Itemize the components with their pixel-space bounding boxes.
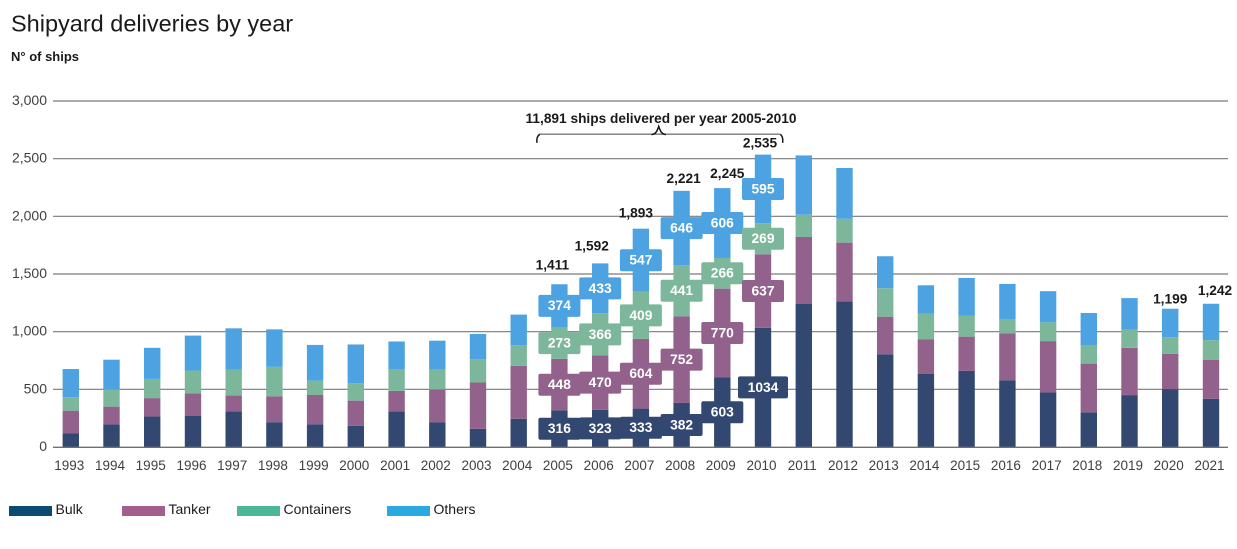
svg-text:1,242: 1,242: [1198, 283, 1233, 298]
svg-text:2021: 2021: [1194, 458, 1224, 473]
svg-text:2015: 2015: [950, 458, 980, 473]
svg-text:2010: 2010: [746, 458, 776, 473]
svg-text:606: 606: [711, 215, 734, 230]
svg-text:374: 374: [548, 298, 571, 313]
svg-text:1,592: 1,592: [575, 238, 610, 253]
svg-text:1998: 1998: [258, 458, 288, 473]
svg-text:316: 316: [548, 421, 571, 436]
svg-text:382: 382: [670, 417, 693, 432]
svg-text:366: 366: [589, 327, 612, 342]
svg-text:1,893: 1,893: [619, 206, 654, 221]
svg-text:2,000: 2,000: [12, 207, 47, 223]
svg-text:2002: 2002: [421, 458, 451, 473]
svg-text:2,221: 2,221: [666, 171, 701, 186]
svg-text:409: 409: [629, 308, 652, 323]
svg-text:1993: 1993: [54, 458, 84, 473]
svg-text:1,000: 1,000: [12, 323, 47, 339]
svg-text:2,535: 2,535: [743, 136, 778, 151]
svg-text:770: 770: [711, 325, 734, 340]
svg-text:441: 441: [670, 283, 693, 298]
svg-text:2006: 2006: [584, 458, 614, 473]
svg-text:2008: 2008: [665, 458, 695, 473]
svg-text:Bulk: Bulk: [56, 501, 84, 517]
svg-text:1994: 1994: [95, 458, 126, 473]
svg-text:2013: 2013: [869, 458, 899, 473]
svg-text:2016: 2016: [991, 458, 1021, 473]
svg-text:2,245: 2,245: [710, 166, 745, 181]
svg-text:333: 333: [629, 420, 652, 435]
svg-text:433: 433: [589, 281, 612, 296]
svg-text:Others: Others: [434, 501, 476, 517]
svg-text:1,500: 1,500: [12, 265, 47, 281]
svg-text:637: 637: [751, 283, 774, 298]
svg-text:1999: 1999: [299, 458, 329, 473]
svg-text:595: 595: [751, 181, 774, 196]
svg-text:2017: 2017: [1032, 458, 1062, 473]
svg-text:470: 470: [589, 375, 612, 390]
svg-text:2000: 2000: [339, 458, 369, 473]
svg-text:Shipyard deliveries by year: Shipyard deliveries by year: [11, 11, 293, 37]
svg-text:2,500: 2,500: [12, 150, 47, 166]
svg-text:2007: 2007: [624, 458, 654, 473]
svg-text:2003: 2003: [461, 458, 491, 473]
svg-text:269: 269: [751, 231, 774, 246]
svg-text:1,199: 1,199: [1153, 292, 1188, 307]
svg-text:448: 448: [548, 377, 571, 392]
svg-text:2009: 2009: [706, 458, 736, 473]
svg-text:2019: 2019: [1113, 458, 1143, 473]
svg-text:547: 547: [629, 253, 652, 268]
svg-text:N° of ships: N° of ships: [11, 49, 79, 64]
svg-text:1,411: 1,411: [536, 257, 570, 272]
svg-text:1997: 1997: [217, 458, 247, 473]
svg-text:1034: 1034: [748, 380, 779, 395]
svg-text:1995: 1995: [136, 458, 166, 473]
svg-text:Tanker: Tanker: [169, 501, 211, 517]
svg-text:603: 603: [711, 405, 734, 420]
svg-text:3,000: 3,000: [12, 92, 47, 108]
svg-text:2004: 2004: [502, 458, 533, 473]
svg-text:11,891 ships delivered per yea: 11,891 ships delivered per year 2005-201…: [526, 111, 797, 126]
svg-text:0: 0: [39, 438, 47, 454]
svg-text:500: 500: [24, 380, 48, 396]
svg-text:2011: 2011: [788, 458, 817, 473]
svg-text:Containers: Containers: [284, 501, 352, 517]
svg-text:2012: 2012: [828, 458, 858, 473]
svg-text:273: 273: [548, 336, 571, 351]
svg-text:2020: 2020: [1154, 458, 1184, 473]
svg-text:646: 646: [670, 221, 693, 236]
svg-text:323: 323: [589, 421, 612, 436]
svg-text:2018: 2018: [1072, 458, 1102, 473]
svg-text:266: 266: [711, 266, 734, 281]
svg-text:604: 604: [629, 366, 652, 381]
svg-text:752: 752: [670, 352, 693, 367]
svg-text:2005: 2005: [543, 458, 573, 473]
svg-text:1996: 1996: [176, 458, 206, 473]
svg-text:2014: 2014: [909, 458, 940, 473]
svg-text:2001: 2001: [380, 458, 410, 473]
